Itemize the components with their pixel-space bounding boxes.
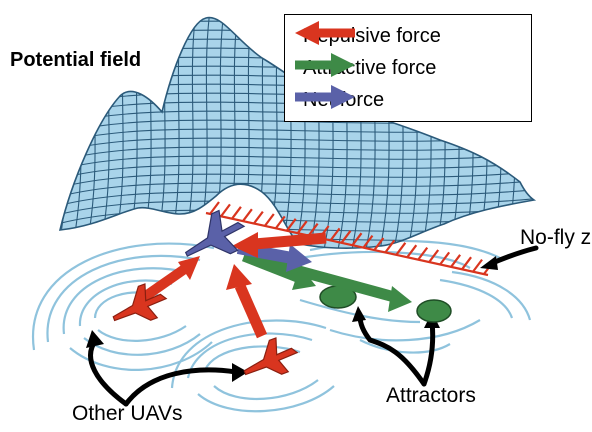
attractor-2 <box>416 299 452 323</box>
attractive-arrow-icon <box>295 53 355 77</box>
repulsive-arrow-icon <box>295 21 355 45</box>
contour-lines-right <box>299 239 532 354</box>
legend-item-repulsive: Repulsive force <box>293 21 441 51</box>
attractors-label: Attractors <box>386 384 476 407</box>
callout-attractor-left <box>357 313 427 387</box>
legend-item-attractive: Attractive force <box>293 53 436 83</box>
force-arrows <box>137 232 412 339</box>
other-uavs-label: Other UAVs <box>72 402 183 425</box>
callout-attractor-right <box>421 319 436 387</box>
legend: Repulsive force Attractive force Net for… <box>284 14 532 122</box>
legend-item-net: Net force <box>293 85 384 115</box>
net-arrow-icon <box>295 85 355 109</box>
repulsive-force-arrow-bottom <box>234 283 268 339</box>
callout-uavs-left <box>88 337 129 407</box>
contour-lines-bottom <box>170 319 335 413</box>
attractive-force-arrow-short <box>241 250 303 284</box>
diagram-title: Potential field <box>10 49 142 71</box>
callout-uavs-bottom <box>123 367 239 407</box>
no-fly-zone-label: No-fly zone <box>520 226 592 249</box>
repulsive-force-arrow-left <box>137 263 189 305</box>
no-fly-zone-hatching <box>205 201 494 277</box>
repulsive-force-arrow-nofly <box>253 232 327 250</box>
callout-arrowheads <box>86 256 498 382</box>
uav-other-bottom-icon <box>243 337 299 376</box>
uav-self-icon <box>184 209 246 257</box>
uav-other-left-icon <box>112 283 168 322</box>
